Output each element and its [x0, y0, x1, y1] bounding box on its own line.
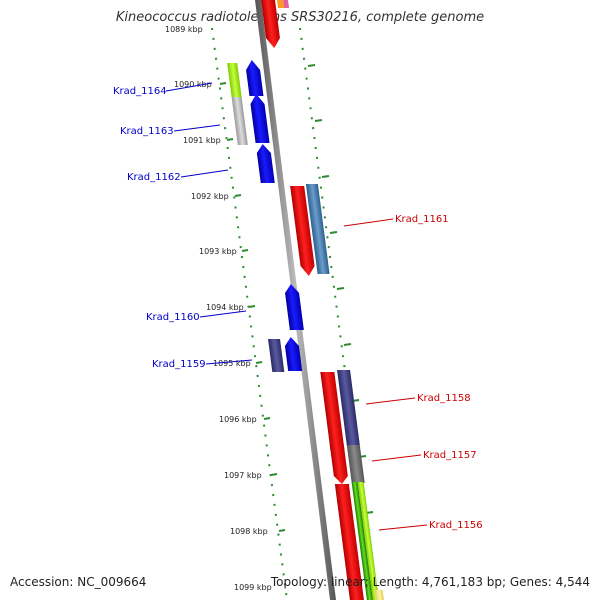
left-dotted-guide [211, 27, 288, 600]
gene-label-krad-1160[interactable]: Krad_1160 [146, 312, 200, 323]
gene-box-steelblue[interactable] [305, 184, 330, 274]
tick-label: 1097 kbp [224, 471, 262, 480]
gene-arrow-krad-1163[interactable] [249, 94, 270, 143]
gene-labels: Krad_1164 Krad_1163 Krad_1162 Krad_1161 … [113, 86, 483, 531]
tick-label: 1094 kbp [206, 303, 244, 312]
genome-summary-text: Topology: linear; Length: 4,761,183 bp; … [270, 575, 590, 589]
tick-label: 1098 kbp [230, 527, 268, 536]
gene-label-krad-1159[interactable]: Krad_1159 [152, 359, 206, 370]
accession-text: Accession: NC_009664 [10, 575, 147, 589]
tick-label: 1099 kbp [234, 583, 272, 592]
gene-box-purple-large[interactable] [337, 370, 360, 445]
gene-arrow-krad-1161[interactable] [290, 186, 316, 276]
gene-features [227, 0, 384, 600]
gene-box-lime-lower[interactable] [357, 482, 379, 600]
gene-box-purple-small[interactable] [268, 339, 285, 372]
gene-label-krad-1157[interactable]: Krad_1157 [423, 450, 477, 461]
tick-label: 1092 kbp [191, 192, 229, 201]
tick-label: 1096 kbp [219, 415, 257, 424]
gene-box-lime[interactable] [227, 63, 242, 97]
gene-box-top-orange[interactable] [277, 0, 285, 8]
tick-label: 1091 kbp [183, 136, 221, 145]
gene-label-krad-1161[interactable]: Krad_1161 [395, 214, 449, 225]
tick-label: 1095 kbp [213, 359, 251, 368]
gene-arrow-krad-1158[interactable] [320, 372, 345, 458]
tick-label: 1089 kbp [165, 25, 203, 34]
gene-arrow-krad-1164[interactable] [245, 60, 264, 96]
gene-label-krad-1163[interactable]: Krad_1163 [120, 126, 174, 137]
gene-box-lightgray[interactable] [231, 97, 248, 145]
gene-box-yellow[interactable] [374, 590, 384, 600]
gene-label-krad-1162[interactable]: Krad_1162 [127, 172, 181, 183]
gene-label-krad-1158[interactable]: Krad_1158 [417, 393, 471, 404]
gene-arrow-krad-1159[interactable] [284, 337, 303, 371]
gene-box-top-pink[interactable] [283, 0, 290, 8]
gene-box-green[interactable] [351, 482, 373, 600]
gene-arrow-krad-1162[interactable] [256, 144, 275, 183]
gene-arrow-krad-1160[interactable] [284, 284, 304, 330]
gene-box-red-lower[interactable] [334, 484, 364, 600]
tick-label: 1090 kbp [174, 80, 212, 89]
tick-label: 1093 kbp [199, 247, 237, 256]
gene-arrow-top-red[interactable] [261, 0, 281, 48]
gene-label-krad-1156[interactable]: Krad_1156 [429, 520, 483, 531]
gene-box-darkgray[interactable] [346, 445, 365, 483]
tick-labels: 1089 kbp 1090 kbp 1091 kbp 1092 kbp 1093… [165, 25, 272, 592]
leader-lines [165, 82, 428, 531]
gene-label-krad-1164[interactable]: Krad_1164 [113, 86, 167, 97]
gene-arrow-krad-1157[interactable] [329, 444, 349, 484]
page-title: Kineococcus radiotolerans SRS30216, comp… [115, 10, 485, 25]
